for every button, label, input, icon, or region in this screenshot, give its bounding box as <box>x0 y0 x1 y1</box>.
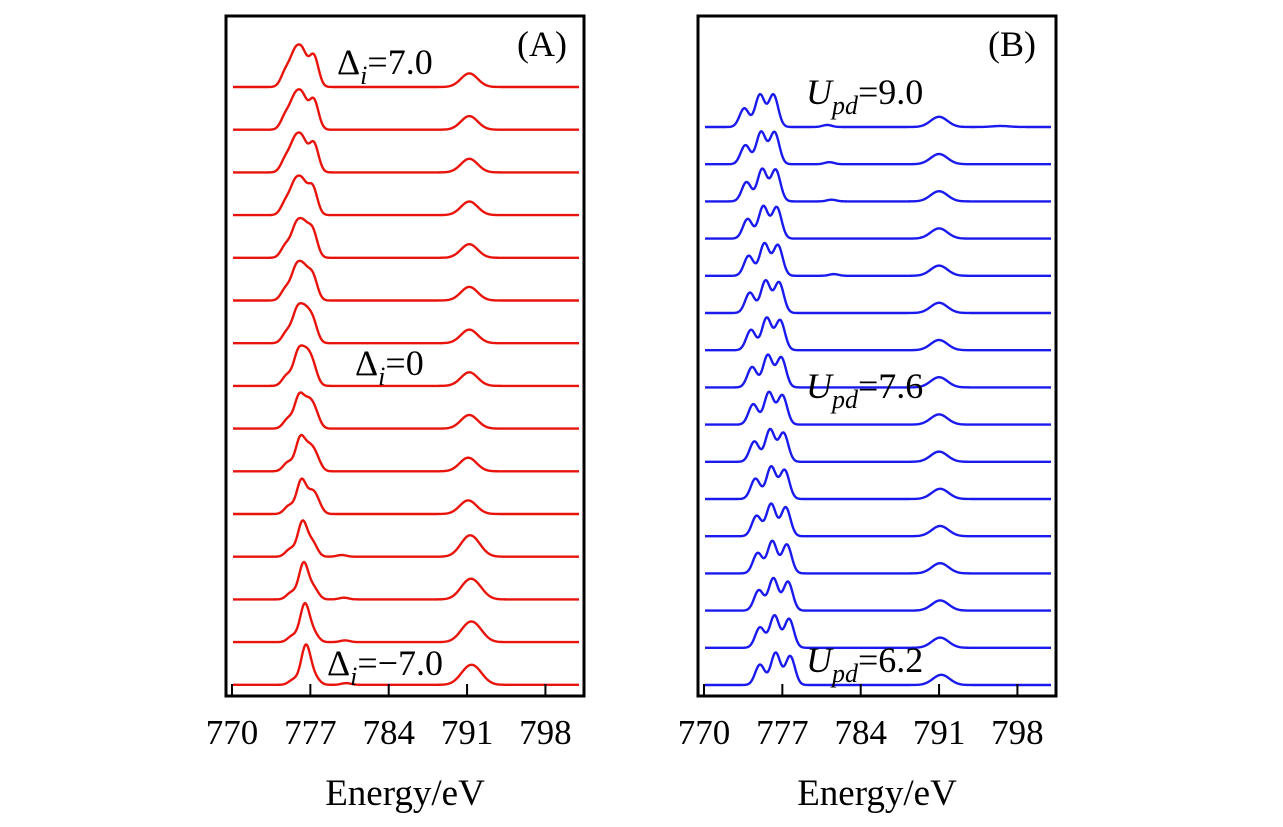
panel-a-x-axis-label: Energy/eV <box>325 773 485 814</box>
panel-a-x-tick-label: 784 <box>362 713 415 752</box>
panel-a-spectrum-line <box>232 560 580 601</box>
panel-a-curves <box>232 43 580 686</box>
panel-a-x-tick-label: 791 <box>441 713 494 752</box>
panel-b-x-tick-label: 798 <box>991 713 1044 752</box>
panel-b-spectrum-line <box>704 167 1052 203</box>
panel-a-spectrum-line <box>232 216 580 259</box>
panel-a-spectrum-line <box>232 477 580 516</box>
panel-a-x-axis: 770 777 784 791 798 <box>206 684 572 752</box>
panel-b-spectrum-line <box>704 576 1052 612</box>
panel-b-spectrum-line <box>704 539 1052 575</box>
panel-b-x-tick-label: 784 <box>834 713 887 752</box>
panel-a-spectrum-line <box>232 344 580 388</box>
panel-a-spectrum-line <box>232 43 580 89</box>
panel-a-annotation-bottom: Δi=−7.0 <box>327 643 443 691</box>
panel-a-tag: (A) <box>517 24 567 64</box>
panel-a-spectrum-line <box>232 88 580 131</box>
panel-b-spectrum-line <box>704 92 1052 129</box>
panel-b-x-axis-label: Energy/eV <box>797 773 957 814</box>
panel-b-spectrum-line <box>704 427 1052 463</box>
panel-b-tag: (B) <box>988 24 1036 64</box>
panel-b-spectrum-line <box>704 651 1052 687</box>
panel-a-spectrum-line <box>232 131 580 174</box>
panel-b-x-tick-label: 777 <box>756 713 809 752</box>
panel-b-x-tick-label: 770 <box>678 713 731 752</box>
panel-b-annotation-mid: Upd=7.6 <box>806 366 923 414</box>
panel-b-curves <box>704 92 1052 687</box>
panel-a-spectrum-line <box>232 433 580 473</box>
panel-a-frame <box>224 14 586 698</box>
panel-a-spectrum-line <box>232 643 580 686</box>
panel-a-annotation-mid: Δi=0 <box>355 343 424 391</box>
panel-a: 770 777 784 791 798 (A) Δi=7.0 Δi=0 Δi=−7.0 … <box>206 14 586 814</box>
panel-b-annotation-bottom: Upd=6.2 <box>806 640 923 688</box>
panel-a-annotation-top: Δi=7.0 <box>337 42 433 90</box>
panel-b-spectrum-line <box>704 278 1052 315</box>
panel-b-spectrum-line <box>704 390 1052 426</box>
panel-a-spectrum-line <box>232 174 580 217</box>
panel-a-x-tick-label: 798 <box>519 713 572 752</box>
panel-b-spectrum-line <box>704 204 1052 240</box>
panel-a-x-tick-label: 777 <box>284 713 337 752</box>
panel-a-spectrum-line <box>232 302 580 345</box>
panel-b-spectrum-line <box>704 464 1052 501</box>
panel-a-spectrum-line <box>232 601 580 644</box>
panel-b-spectrum-line <box>704 316 1052 352</box>
panel-b-spectrum-line <box>704 353 1052 389</box>
panel-b-x-axis: 770 777 784 791 798 <box>678 684 1044 752</box>
panel-b-x-tick-label: 791 <box>913 713 966 752</box>
panel-b-spectrum-line <box>704 502 1052 538</box>
panel-b-annotation-top: Upd=9.0 <box>806 72 923 120</box>
panel-b-frame <box>696 14 1058 698</box>
panel-b-spectrum-line <box>704 241 1052 277</box>
panel-a-spectrum-line <box>232 259 580 302</box>
panel-b: 770 777 784 791 798 (B) Upd=9.0 Upd=7.6 Upd=… <box>678 14 1058 814</box>
panel-a-spectrum-line <box>232 391 580 430</box>
panel-b-spectrum-line <box>704 130 1052 166</box>
panel-a-spectrum-line <box>232 519 580 558</box>
panel-a-x-tick-label: 770 <box>206 713 259 752</box>
panel-b-spectrum-line <box>704 614 1052 649</box>
